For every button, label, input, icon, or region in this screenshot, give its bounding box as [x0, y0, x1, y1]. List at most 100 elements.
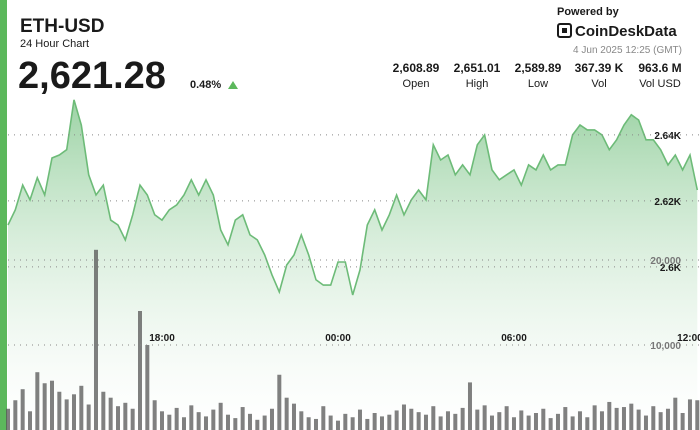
volume-bar [350, 417, 355, 430]
brand: CoinDeskData [575, 23, 677, 40]
volume-bar [335, 420, 340, 430]
volume-bar [438, 416, 443, 430]
volume-bar [6, 408, 10, 430]
volume-bar [526, 415, 531, 430]
volume-bar [240, 407, 245, 430]
volume-bar [431, 406, 436, 430]
volume-bar [365, 418, 370, 430]
powered-by: Powered by [557, 6, 620, 18]
volume-bar [563, 407, 568, 430]
volume-bar [277, 374, 282, 430]
volume-bar [687, 399, 692, 430]
stat-label: High [466, 78, 489, 90]
volume-bar [585, 417, 590, 430]
accent-stripe [0, 0, 7, 430]
x-tick-label: 00:00 [325, 333, 351, 344]
volume-bar [225, 414, 230, 430]
volume-bar [211, 409, 216, 430]
volume-bar [79, 385, 84, 430]
subtitle: 24 Hour Chart [20, 38, 89, 50]
volume-bar [159, 411, 164, 430]
tick-label: 2.6K [660, 263, 682, 274]
stat-value: 367.39 K [575, 61, 624, 75]
volume-bar [233, 418, 238, 430]
volume-bar [108, 397, 113, 430]
volume-bar [64, 399, 69, 430]
volume-bar [123, 402, 128, 430]
timestamp: 4 Jun 2025 12:25 (GMT) [573, 45, 682, 56]
volume-bar [167, 414, 172, 430]
volume-bar [181, 417, 186, 430]
volume-bar [423, 414, 428, 430]
price: 2,621.28 [18, 55, 166, 97]
plot: 2.6K 2.62K 2.64K 10,000 20,000 18:00 00:00 06:0… [6, 99, 700, 430]
volume-bar [321, 406, 326, 430]
volume-bar [343, 413, 348, 430]
volume-bar [695, 400, 700, 430]
volume-bar [49, 380, 54, 430]
volume-bar [636, 409, 641, 430]
change: 0.48% [190, 79, 221, 91]
up-arrow [228, 81, 238, 89]
volume-bar [555, 413, 560, 430]
volume-bar [247, 413, 252, 430]
volume-bar [541, 408, 546, 430]
volume-bar [629, 403, 634, 430]
volume-bar [42, 383, 47, 430]
volume-bar [372, 413, 377, 430]
volume-bar [643, 415, 648, 430]
volume-bar [416, 412, 421, 430]
volume-bar [328, 415, 333, 430]
volume-bar [475, 409, 480, 430]
volume-bar [262, 415, 267, 430]
volume-bar [511, 417, 516, 430]
volume-bar [651, 406, 656, 430]
tick-label: 20,000 [650, 256, 681, 267]
volume-bar [71, 394, 76, 430]
volume-bar [548, 418, 553, 430]
stat-label: Open [403, 78, 430, 90]
price-line [7, 99, 699, 296]
volume-bar [299, 411, 304, 430]
volume-bar [665, 408, 670, 430]
volume-bar [313, 418, 318, 430]
volume-bar [291, 403, 296, 430]
volume-bar [306, 417, 311, 430]
volume-bar [13, 400, 18, 430]
volume-bar [577, 411, 582, 430]
volume-bar [20, 389, 25, 430]
tick-label: 2.62K [654, 197, 681, 208]
volume-bar [218, 402, 223, 430]
stat-value: 2,589.89 [515, 61, 562, 75]
volume-bar [599, 411, 604, 430]
volume-bar [489, 415, 494, 430]
volume-bar [680, 413, 685, 430]
volume-bar [35, 372, 40, 430]
volume-bar [379, 416, 384, 430]
volume-bar [137, 311, 142, 430]
volume-bar [203, 416, 208, 430]
volume-bar [189, 405, 194, 430]
volume-bar [614, 407, 619, 430]
stat-label: Vol USD [639, 78, 681, 90]
volume-bar [497, 412, 502, 430]
x-tick-label: 12:00 [677, 333, 700, 344]
brand-icon [557, 23, 572, 38]
stat-value: 2,608.89 [393, 61, 440, 75]
volume-bar [255, 419, 260, 430]
volume-bar [504, 406, 509, 430]
volume-bar [658, 412, 663, 430]
stat-label: Low [528, 78, 548, 90]
stat-label: Vol [591, 78, 606, 90]
x-tick-label: 06:00 [501, 333, 527, 344]
volume-bar [673, 397, 678, 430]
volume-bar [409, 408, 414, 430]
volume-bar [592, 405, 597, 430]
volume-bar [174, 407, 179, 430]
volume-bar [357, 409, 362, 430]
symbol: ETH-USD [20, 16, 104, 37]
volume-bar [101, 391, 106, 430]
volume-bar [387, 414, 392, 430]
